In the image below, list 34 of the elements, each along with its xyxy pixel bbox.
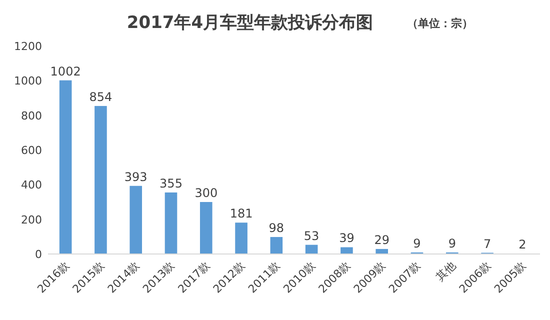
- bar: [376, 248, 388, 254]
- y-tick-label: 0: [35, 248, 42, 261]
- y-tick-label: 1200: [14, 40, 42, 53]
- data-label: 181: [230, 206, 253, 221]
- chart-subtitle: （单位：宗）: [407, 17, 473, 30]
- bar: [59, 80, 72, 254]
- data-label: 300: [194, 186, 218, 200]
- y-tick-label: 600: [21, 144, 42, 157]
- bar: [164, 192, 178, 254]
- chart-title: 2017年4月车型年款投诉分布图: [126, 13, 374, 33]
- bar: [235, 222, 248, 254]
- bar: [94, 106, 107, 254]
- bar: [130, 186, 142, 254]
- data-label: 39: [339, 231, 354, 246]
- data-label: 1002: [50, 64, 81, 78]
- data-label: 2: [518, 238, 526, 252]
- y-tick-label: 800: [21, 109, 42, 122]
- x-tick-label: 其他: [434, 258, 458, 284]
- bar: [305, 244, 318, 254]
- bar: [270, 237, 283, 254]
- data-label: 53: [304, 228, 320, 243]
- data-label: 9: [448, 236, 456, 250]
- data-label: 355: [160, 176, 182, 190]
- data-label: 854: [89, 90, 112, 104]
- data-label: 9: [413, 236, 421, 250]
- y-tick-label: 1000: [14, 74, 42, 88]
- bar: [200, 202, 212, 254]
- data-label: 7: [483, 236, 492, 251]
- data-label: 98: [268, 221, 284, 236]
- bar: [340, 247, 353, 254]
- data-label: 29: [374, 232, 390, 247]
- data-label: 393: [124, 170, 148, 184]
- y-tick-label: 200: [21, 213, 42, 226]
- y-tick-label: 400: [21, 178, 42, 192]
